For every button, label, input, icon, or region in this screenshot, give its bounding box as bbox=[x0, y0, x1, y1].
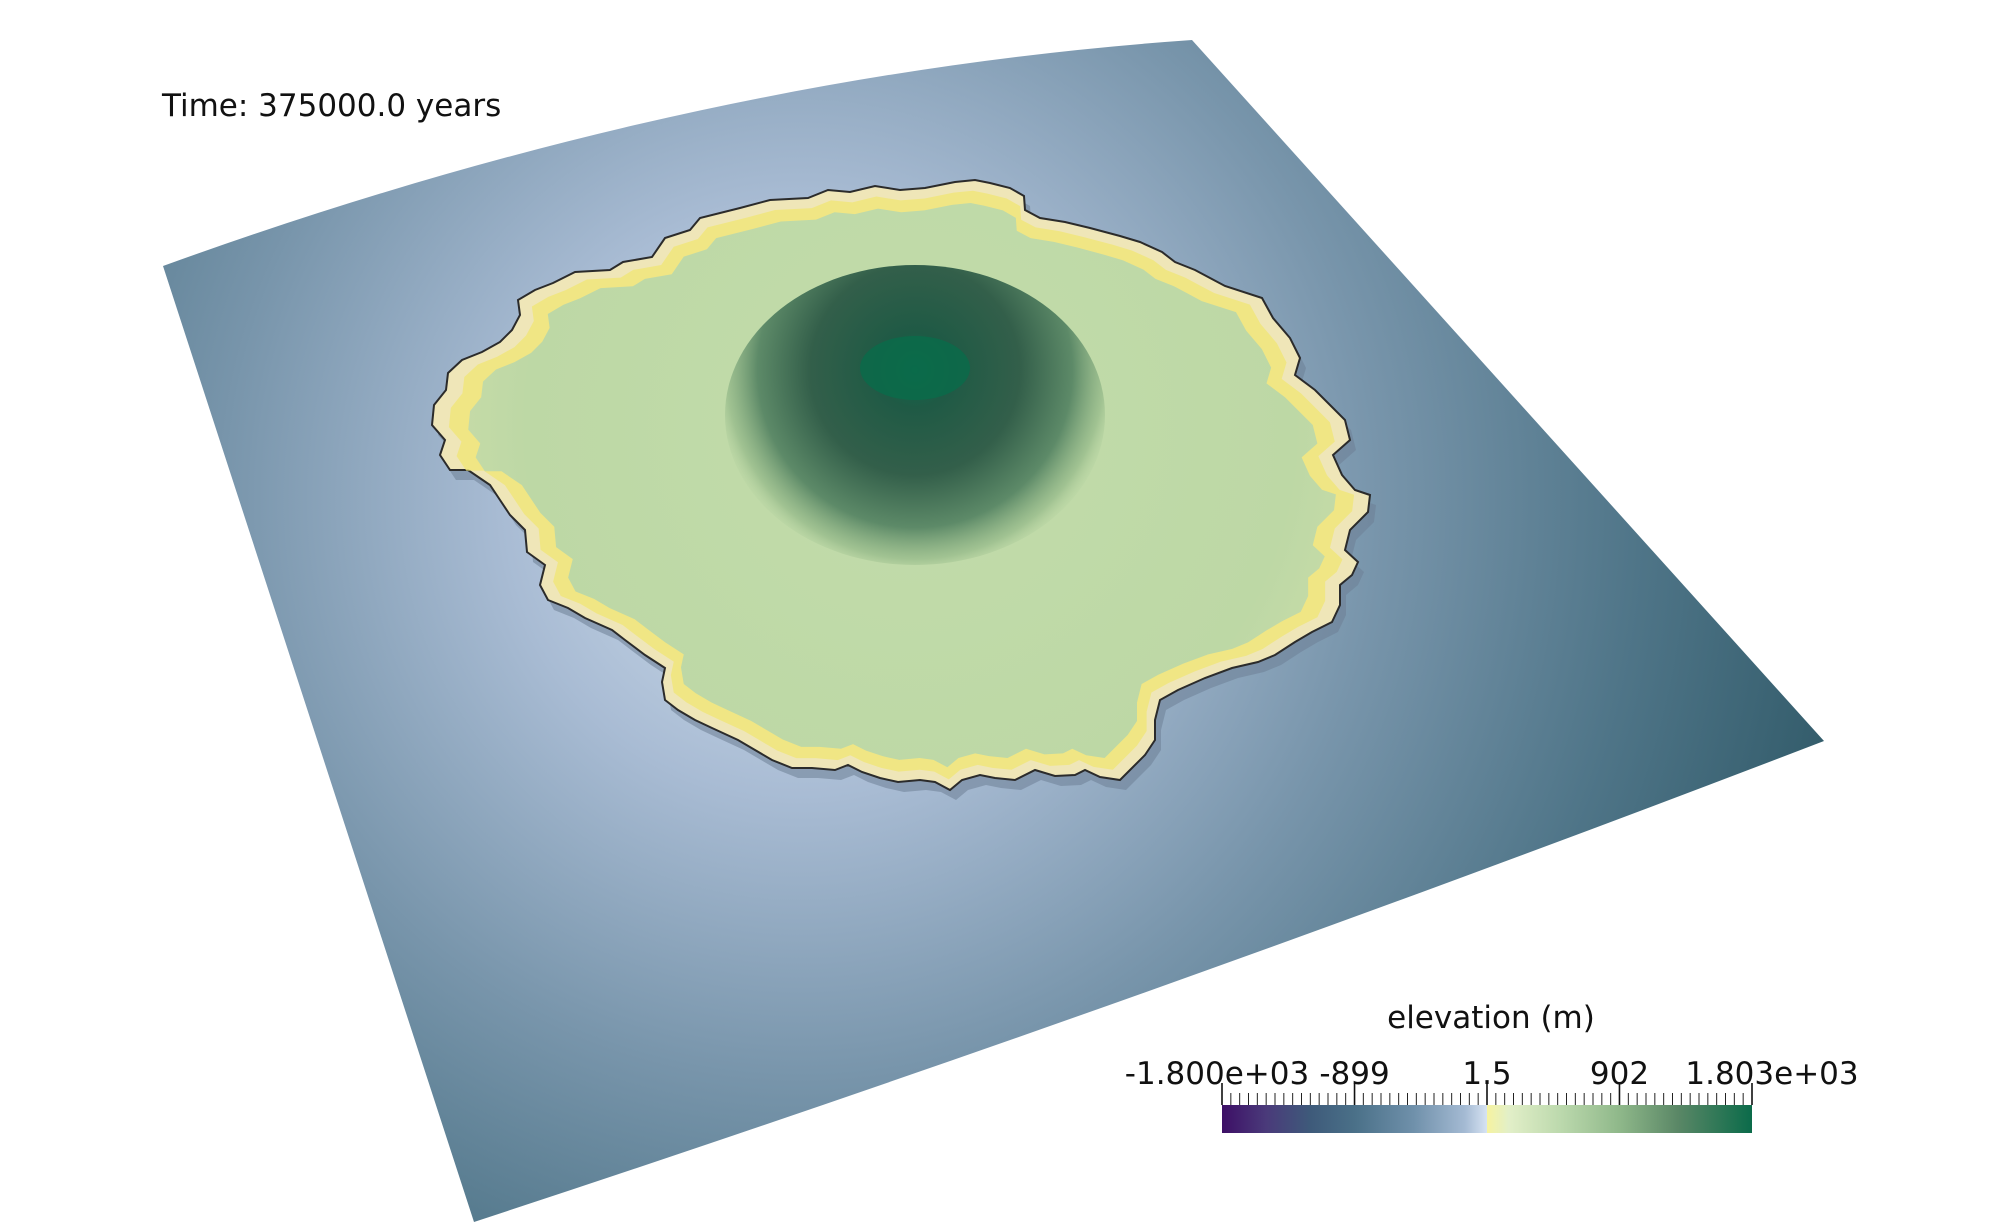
colorbar-tick-label: 902 bbox=[1589, 1056, 1650, 1092]
colorbar-tick-label: 1.803e+03 bbox=[1685, 1056, 1859, 1092]
time-annotation: Time: 375000.0 years bbox=[162, 88, 502, 124]
colorbar-tick-label: 1.5 bbox=[1462, 1056, 1512, 1092]
colorbar-tick-label: -899 bbox=[1319, 1056, 1390, 1092]
volcano-summit bbox=[860, 336, 970, 400]
colorbar-title: elevation (m) bbox=[1387, 1000, 1595, 1036]
volcano-peak bbox=[725, 265, 1105, 565]
colorbar-tick-label: -1.800e+03 bbox=[1124, 1056, 1310, 1092]
